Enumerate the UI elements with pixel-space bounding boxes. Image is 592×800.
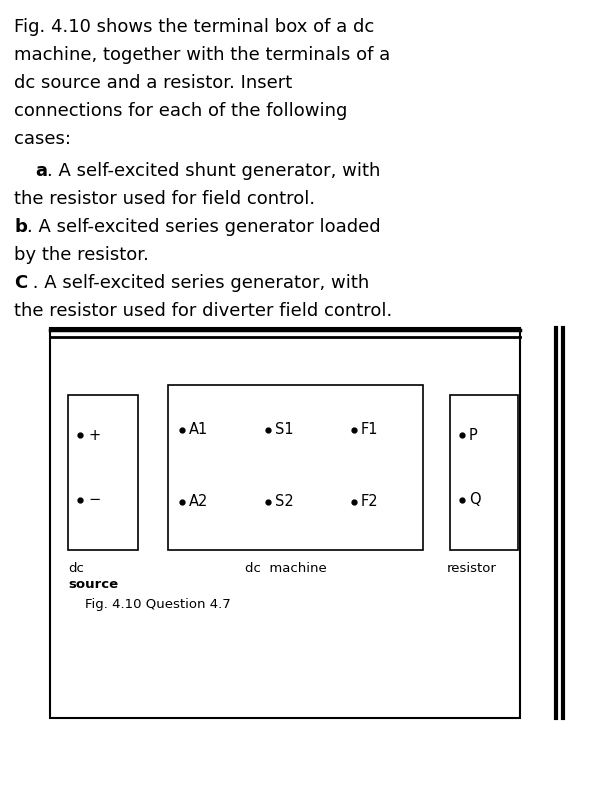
Text: cases:: cases: bbox=[14, 130, 71, 148]
Text: . A self-excited shunt generator, with: . A self-excited shunt generator, with bbox=[47, 162, 381, 180]
Text: the resistor used for diverter field control.: the resistor used for diverter field con… bbox=[14, 302, 392, 320]
Text: S1: S1 bbox=[275, 422, 294, 438]
Text: +: + bbox=[88, 427, 100, 442]
Text: A1: A1 bbox=[189, 422, 208, 438]
Text: . A self-excited series generator, with: . A self-excited series generator, with bbox=[27, 274, 369, 292]
Text: a: a bbox=[35, 162, 47, 180]
Text: by the resistor.: by the resistor. bbox=[14, 246, 149, 264]
Text: dc source and a resistor. Insert: dc source and a resistor. Insert bbox=[14, 74, 292, 92]
Bar bbox=[168, 385, 423, 550]
Text: b: b bbox=[14, 218, 27, 236]
Text: P: P bbox=[469, 427, 478, 442]
Text: dc  machine: dc machine bbox=[245, 562, 327, 575]
Text: connections for each of the following: connections for each of the following bbox=[14, 102, 348, 120]
Text: −: − bbox=[88, 493, 100, 507]
Bar bbox=[450, 395, 518, 550]
Text: A2: A2 bbox=[189, 494, 208, 510]
Text: Q: Q bbox=[469, 493, 481, 507]
Text: the resistor used for field control.: the resistor used for field control. bbox=[14, 190, 315, 208]
Text: source: source bbox=[68, 578, 118, 591]
Text: dc: dc bbox=[68, 562, 84, 575]
Text: F2: F2 bbox=[361, 494, 379, 510]
Text: S2: S2 bbox=[275, 494, 294, 510]
Text: Fig. 4.10 Question 4.7: Fig. 4.10 Question 4.7 bbox=[85, 598, 231, 611]
Bar bbox=[68, 395, 138, 550]
Text: . A self-excited series generator loaded: . A self-excited series generator loaded bbox=[27, 218, 381, 236]
Text: C: C bbox=[14, 274, 27, 292]
Bar bbox=[50, 328, 520, 718]
Text: machine, together with the terminals of a: machine, together with the terminals of … bbox=[14, 46, 390, 64]
Text: F1: F1 bbox=[361, 422, 378, 438]
Text: resistor: resistor bbox=[447, 562, 497, 575]
Text: Fig. 4.10 shows the terminal box of a dc: Fig. 4.10 shows the terminal box of a dc bbox=[14, 18, 374, 36]
